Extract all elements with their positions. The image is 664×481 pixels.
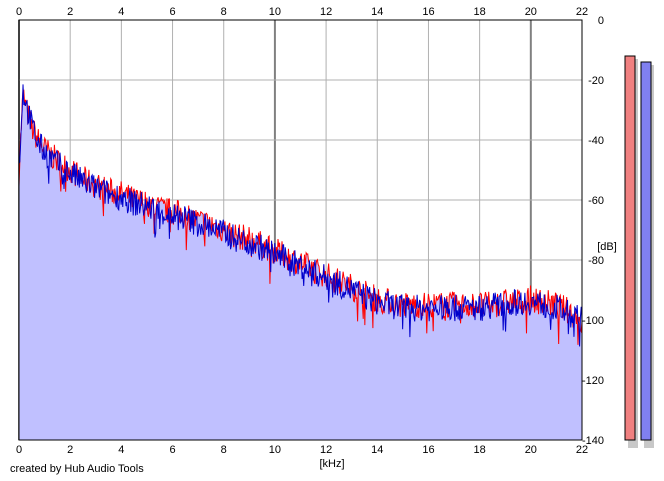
x-tick-label-bottom: 6 [169, 444, 175, 456]
x-tick-label-top: 18 [474, 6, 486, 18]
x-tick-label-bottom: 8 [221, 444, 227, 456]
x-tick-label-bottom: 20 [525, 444, 537, 456]
y-ticks-right: 0 -20 -40 -60 -80 -100 -120 -140 [582, 15, 604, 447]
x-tick-label-bottom: 4 [118, 444, 124, 456]
x-tick-label-top: 0 [16, 6, 22, 18]
x-tick-label-bottom: 22 [576, 444, 588, 456]
x-tick-label-top: 16 [422, 6, 434, 18]
x-tick-label-bottom: 10 [269, 444, 281, 456]
x-tick-label-bottom: 0 [16, 444, 22, 456]
x-tick-label-top: 10 [269, 6, 281, 18]
x-tick-label-top: 2 [67, 6, 73, 18]
x-tick-label-bottom: 16 [422, 444, 434, 456]
plot-border [18, 19, 583, 441]
series-line-2 [18, 84, 583, 347]
x-tick-label-bottom: 14 [371, 444, 383, 456]
y-tick-label: -20 [588, 75, 604, 87]
x-tick-label-bottom: 12 [320, 444, 332, 456]
credit-text: created by Hub Audio Tools [10, 463, 144, 475]
x-tick-label-top: 12 [320, 6, 332, 18]
level-meter-bar [624, 55, 636, 441]
x-tick-label-top: 6 [169, 6, 175, 18]
y-tick-label: -100 [582, 315, 604, 327]
x-ticks-bottom: 0 2 4 6 8 10 12 14 16 18 20 22 [16, 444, 588, 456]
x-tick-label-top: 14 [371, 6, 383, 18]
y-tick-label: -40 [588, 135, 604, 147]
x-tick-label-top: 20 [525, 6, 537, 18]
x-tick-label-top: 4 [118, 6, 124, 18]
y-tick-label: 0 [598, 15, 604, 27]
y-tick-label: -80 [588, 255, 604, 267]
x-tick-label-top: 22 [576, 6, 588, 18]
x-ticks-top: 0 2 4 6 8 10 12 14 16 18 20 22 [16, 6, 588, 18]
y-tick-label: -140 [582, 435, 604, 447]
series-layer [18, 84, 583, 347]
x-tick-label-bottom: 2 [67, 444, 73, 456]
x-tick-label-bottom: 18 [474, 444, 486, 456]
level-meters [624, 55, 654, 448]
x-tick-label-top: 8 [221, 6, 227, 18]
level-meter-bar [640, 61, 652, 441]
x-axis-label: [kHz] [319, 458, 344, 470]
y-axis-label: [dB] [597, 241, 617, 253]
y-tick-label: -120 [582, 375, 604, 387]
y-tick-label: -60 [588, 195, 604, 207]
